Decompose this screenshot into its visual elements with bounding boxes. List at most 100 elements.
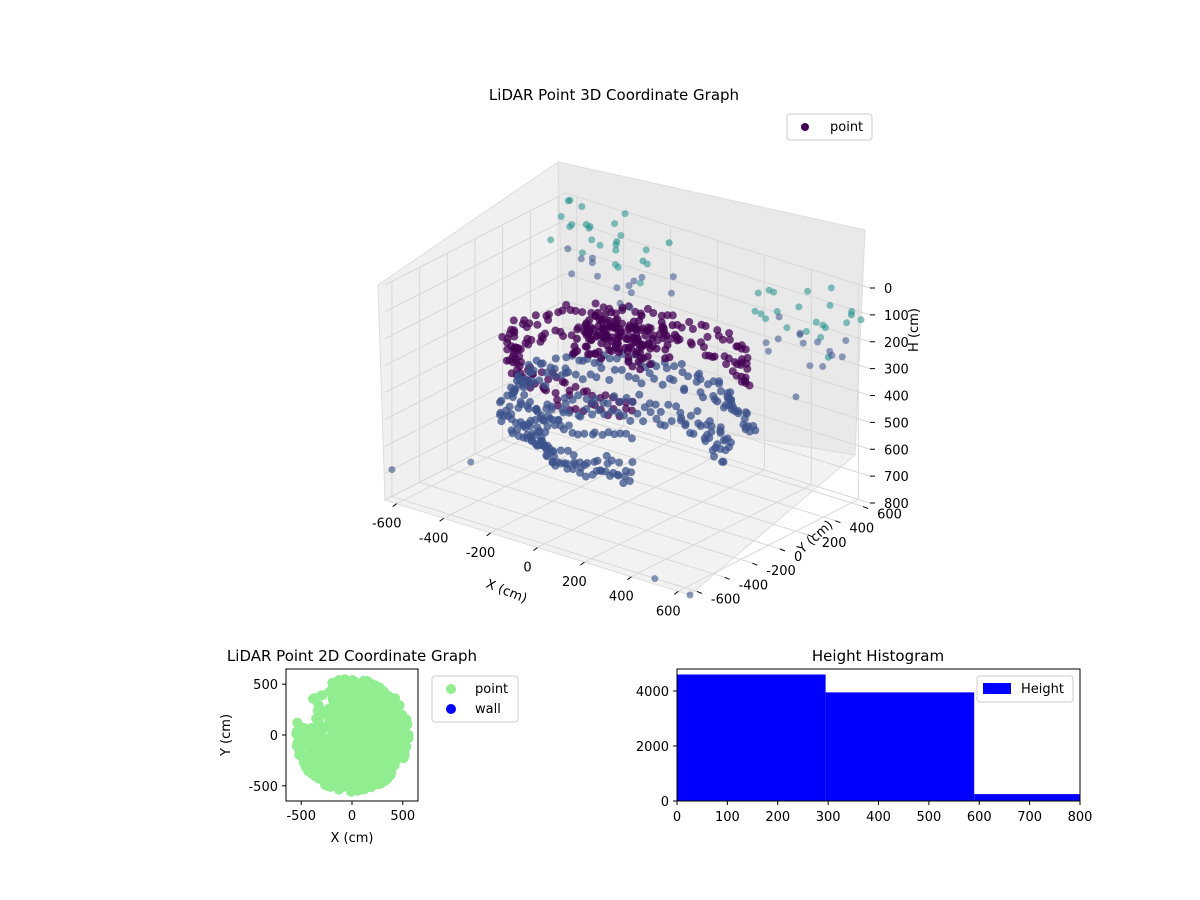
point-3d-outer <box>857 316 865 324</box>
point-3d <box>610 392 619 401</box>
histogram-bar <box>974 794 1080 801</box>
point-3d <box>694 419 703 428</box>
point-3d <box>531 311 540 320</box>
point-2d <box>388 724 399 735</box>
point-3d <box>610 430 619 439</box>
point-3d <box>514 403 523 412</box>
point-3d-outer <box>547 236 555 244</box>
y-tick-label-2d: -500 <box>248 780 278 795</box>
histogram-ticks: 0 100 200 300 400 500 600 700 800 0 2000 4000 <box>636 685 1093 825</box>
point-3d <box>646 324 655 333</box>
point-3d-outer <box>775 313 783 321</box>
point-3d <box>646 360 655 369</box>
y-tick-label: 0 <box>794 550 802 565</box>
point-3d <box>677 360 686 368</box>
point-3d <box>595 315 604 324</box>
chart-3d-title: LiDAR Point 3D Coordinate Graph <box>489 86 739 104</box>
point-3d <box>633 409 642 418</box>
y-tick-label: -600 <box>711 592 741 607</box>
point-2d <box>355 771 366 782</box>
grid-z <box>384 326 871 423</box>
y-tick-mark <box>862 506 869 510</box>
point-3d <box>732 371 741 380</box>
point-3d <box>664 400 673 409</box>
point-3d <box>542 311 551 320</box>
point-3d <box>524 340 533 349</box>
point-3d <box>617 366 626 374</box>
chart-2d-ylabel: Y (cm) <box>219 714 234 757</box>
point-3d <box>602 451 611 460</box>
hist-x-tick-label: 400 <box>866 810 891 825</box>
point-3d-outer <box>762 315 770 323</box>
point-2d <box>402 719 413 730</box>
point-3d-outer <box>799 339 807 347</box>
point-3d <box>591 299 600 308</box>
point-3d-outer <box>827 284 835 292</box>
point-3d <box>599 303 608 312</box>
point-2d <box>361 714 372 725</box>
point-3d <box>614 408 623 417</box>
point-3d <box>645 369 654 378</box>
point-3d <box>524 404 533 413</box>
point-3d-outer <box>796 329 804 337</box>
point-3d <box>569 465 578 474</box>
x-tick-mark <box>439 517 444 522</box>
point-3d <box>725 329 734 338</box>
point-3d-outer <box>762 339 770 347</box>
hist-x-tick-label: 800 <box>1068 810 1093 825</box>
point-3d <box>605 354 614 363</box>
point-3d <box>737 355 746 364</box>
point-3d-outer <box>802 328 810 335</box>
point-3d <box>586 350 595 359</box>
point-2d <box>345 676 356 687</box>
point-3d <box>536 337 545 346</box>
point-2d <box>354 679 365 689</box>
point-3d <box>663 341 672 349</box>
point-3d <box>709 392 718 400</box>
point-3d <box>510 328 519 337</box>
y-tick-mark <box>752 562 758 566</box>
point-3d <box>582 387 591 396</box>
point-3d <box>670 362 679 371</box>
point-2d <box>314 732 324 742</box>
point-3d <box>583 459 592 467</box>
point-3d <box>656 407 665 416</box>
point-2d <box>323 720 334 731</box>
point-2d <box>317 690 328 701</box>
point-3d <box>615 344 623 353</box>
x-tick-label: -200 <box>466 546 496 561</box>
point-3d <box>559 408 568 417</box>
point-3d <box>503 345 512 354</box>
point-3d <box>582 394 591 403</box>
point-3d-outer <box>578 203 586 210</box>
point-3d <box>569 451 578 460</box>
point-3d <box>520 391 529 399</box>
point-2d <box>380 733 391 744</box>
y-tick-label: -200 <box>766 564 796 579</box>
point-2d <box>298 757 309 768</box>
point-3d <box>634 357 643 366</box>
point-2d <box>382 694 393 705</box>
hist-y-tick-label: 2000 <box>636 740 669 755</box>
point-3d-outer <box>612 241 620 249</box>
point-3d <box>626 416 635 425</box>
grid-z <box>384 192 871 289</box>
point-3d-outer <box>625 282 633 290</box>
chart-2d-title: LiDAR Point 2D Coordinate Graph <box>227 647 477 665</box>
point-3d-outer <box>806 362 814 370</box>
point-3d <box>631 374 640 383</box>
point-3d-outer <box>843 319 851 327</box>
point-3d <box>518 320 527 329</box>
point-3d <box>717 387 725 396</box>
point-3d <box>622 429 631 438</box>
point-2d <box>357 726 368 737</box>
point-3d <box>688 325 697 333</box>
point-3d <box>582 342 591 351</box>
point-2d <box>347 710 358 721</box>
hist-x-tick-label: 300 <box>816 810 841 825</box>
point-3d <box>605 346 614 355</box>
point-2d <box>305 749 316 760</box>
point-3d <box>583 329 592 338</box>
point-2d <box>384 747 395 758</box>
point-3d <box>677 416 685 425</box>
